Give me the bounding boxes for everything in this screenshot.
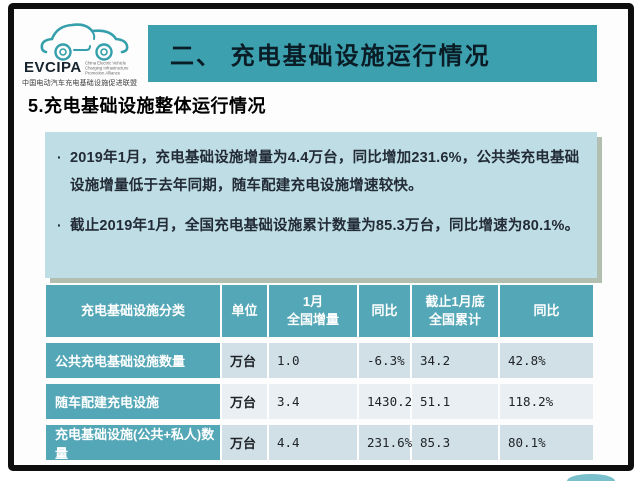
infrastructure-table: 充电基础设施分类 单位 1月 全国增量 同比 截止1月底 全国累计 同比 公共充… (46, 285, 593, 461)
bottom-partial-logo (567, 474, 615, 481)
table-cell: 231.6% (359, 425, 412, 460)
col-header-category: 充电基础设施分类 (46, 285, 220, 337)
table-cell: 4.4 (269, 425, 357, 460)
col-header-jan-increase: 1月 全国增量 (269, 285, 357, 337)
section-heading: 5.充电基础设施整体运行情况 (28, 96, 267, 116)
highlight-text-1: 2019年1月，充电基础设施增量为4.4万台，同比增加231.6%，公共类充电基… (70, 150, 580, 195)
evcipa-subtitle-en: China Electric Vehicle Charging Infrastr… (84, 61, 129, 77)
table-cell: 118.2% (500, 384, 593, 419)
highlight-text-2: 截止2019年1月，全国充电基础设施累计数量为85.3万台，同比增速为80.1%… (70, 217, 580, 234)
slide-title: 二、 充电基础设施运行情况 (170, 43, 491, 70)
evcipa-subtitle-cn: 中国电动汽车充电基础设施促进联盟 (22, 80, 138, 87)
table-cell: 34.2 (412, 343, 498, 378)
table-cell: 1430.2% (359, 384, 420, 419)
table-cell: 42.8% (500, 343, 593, 378)
evcipa-wordmark: EVCIPA (24, 59, 82, 76)
col-header-yoy-1: 同比 (359, 285, 410, 337)
bullet-marker: · (57, 216, 62, 233)
row-label-public: 公共充电基础设施数量 (46, 343, 220, 378)
slide-title-bar: 二、 充电基础设施运行情况 (148, 25, 597, 82)
highlights-box: · 2019年1月，充电基础设施增量为4.4万台，同比增加231.6%，公共类充… (45, 132, 597, 278)
table-cell: -6.3% (359, 343, 410, 378)
table-cell: 3.4 (269, 384, 357, 419)
col-header-yoy-2: 同比 (500, 285, 593, 337)
table-cell: 万台 (222, 343, 267, 378)
table-cell: 万台 (222, 384, 267, 419)
table-cell: 85.3 (412, 425, 498, 460)
evcipa-logo: EVCIPA China Electric Vehicle Charging I… (22, 14, 150, 90)
table-cell: 万台 (222, 425, 267, 460)
bullet-marker: · (57, 149, 62, 165)
highlight-bullet-1: · 2019年1月，充电基础设施增量为4.4万台，同比增加231.6%，公共类充… (57, 144, 583, 201)
table-cell: 51.1 (412, 384, 498, 419)
col-header-cumulative: 截止1月底 全国累计 (412, 285, 498, 337)
col-header-unit: 单位 (222, 285, 267, 337)
highlight-bullet-2: · 截止2019年1月，全国充电基础设施累计数量为85.3万台，同比增速为80.… (57, 212, 583, 240)
table-cell: 80.1% (500, 425, 593, 460)
row-label-private: 随车配建充电设施 (46, 384, 220, 419)
table-cell: 1.0 (269, 343, 357, 378)
row-label-total: 充电基础设施(公共+私人)数量 (46, 425, 220, 461)
ev-car-icon (40, 23, 129, 61)
